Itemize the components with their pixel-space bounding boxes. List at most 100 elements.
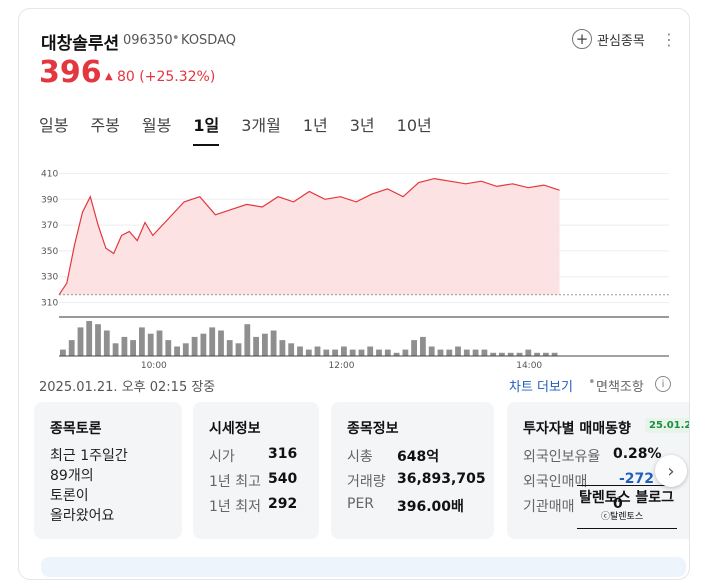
investor-title: 투자자별 매매동향 [523,421,631,437]
volume-bar [551,352,558,356]
stock-name[interactable]: 대창솔루션 [41,34,120,54]
volume-bar [244,324,251,356]
volume-bar [358,349,365,356]
stock-code: 096350 [123,33,173,48]
volume-bar [411,340,417,356]
investor-label: 외국인보유율 [523,449,601,465]
volume-bar [270,330,277,356]
info-label: PER [347,496,375,512]
intraday-price-chart[interactable]: 410 390 370 350 330 310 10:00 12:00 14:00 [19,149,689,369]
quote-value: 292 [268,496,298,512]
y-tick-label: 390 [41,195,58,205]
more-vertical-icon[interactable]: ⋮ [661,30,677,49]
volume-bar [209,327,216,356]
quote-title: 시세정보 [209,421,261,437]
investor-row-institution: 기관매매 0 [523,496,623,516]
watermark-copyright: ⓒ탈렌토스 [601,512,644,522]
market-name: KOSDAQ [181,33,236,48]
quote-value: 316 [268,446,298,462]
volume-bar [534,352,540,356]
discussion-text: 최근 1주일간 89개의 토론이 올라왔어요 [50,448,128,524]
disclaimer-link[interactable]: 면책조항 [596,380,644,395]
volume-bar [191,336,198,356]
discussion-title: 종목토론 [50,421,102,437]
tab-monthly[interactable]: 월봉 [141,116,172,135]
volume-bar [121,336,128,356]
info-label: 시총 [347,449,373,465]
volume-bar [349,349,356,356]
plus-icon: + [572,29,592,49]
volume-bar [305,349,312,356]
current-price: 396 [39,55,102,90]
volume-bar [507,352,514,356]
period-tabs: 일봉 주봉 월봉 1일 3개월 1년 3년 10년 [39,112,454,146]
investor-row-foreign-ratio: 외국인보유율 0.28% [523,446,662,466]
volume-bar [262,333,268,356]
volume-bar [463,349,470,356]
tab-3-months[interactable]: 3개월 [241,116,281,135]
watermark-line [577,485,677,486]
info-label: 거래량 [347,474,386,490]
investor-value: -272 [619,471,655,487]
discussion-panel[interactable]: 종목토론 최근 1주일간 89개의 토론이 올라왔어요 [34,402,182,539]
investor-trend-panel[interactable]: 투자자별 매매동향 25.01.20 외국인보유율 0.28% 외국인매매 -2… [507,402,689,539]
quote-panel[interactable]: 시세정보 시가 316 1년 최고 540 1년 최저 292 [193,402,319,539]
tab-daily[interactable]: 일봉 [39,116,69,135]
tab-10-years[interactable]: 10년 [396,116,432,135]
tab-1-day[interactable]: 1일 [193,112,219,146]
volume-bar [200,333,207,356]
tab-weekly[interactable]: 주봉 [90,116,120,135]
favorite-label: 관심종목 [597,33,645,49]
investor-label: 외국인매매 [523,474,588,490]
volume-bar [367,346,374,356]
y-tick-label: 310 [41,299,58,309]
link-separator: • [588,375,596,390]
info-value: 36,893,705 [397,471,486,487]
volume-bar [156,330,163,356]
quote-label: 시가 [209,449,235,465]
add-favorite-button[interactable]: + 관심종목 [572,29,645,49]
price-change: 80 (+25.32%) [117,69,216,85]
volume-bar [174,346,180,356]
y-tick-label: 370 [41,221,58,231]
chevron-right-icon: › [667,460,675,482]
info-row-cap: 시총 648억 [347,446,439,466]
volume-bar [437,349,444,356]
volume-bar [455,346,461,356]
tab-1-year[interactable]: 1년 [302,116,328,135]
volume-bar [472,349,479,356]
volume-bar [516,352,523,356]
volume-bar [384,349,391,356]
stock-info-panel[interactable]: 종목정보 시총 648억 거래량 36,893,705 PER 396.00배 [331,402,494,539]
volume-bar [420,336,426,356]
next-panel-button[interactable]: › [655,455,687,487]
up-arrow-icon: ▲ [105,71,113,82]
info-row-volume: 거래량 36,893,705 [347,471,486,491]
watermark-text: 탈렌토스 블로그 [579,490,675,506]
volume-bar [165,340,172,356]
quote-label: 1년 최저 [209,499,261,515]
volume-bar [490,352,497,356]
code-separator: • [172,31,180,46]
volume-bar [95,324,101,356]
volume-bar [139,327,145,356]
volume-bar [147,333,154,356]
info-row-per: PER 396.00배 [347,496,464,515]
volume-bar [235,343,242,356]
tab-3-years[interactable]: 3년 [349,116,375,135]
date-badge: 25.01.20 [645,418,689,433]
volume-bar [543,352,549,356]
bottom-banner [41,557,686,577]
volume-bar [314,346,321,356]
volume-bar [112,343,119,356]
investor-label: 기관매매 [523,499,575,515]
volume-bar [499,352,505,356]
volume-bar [60,349,66,356]
info-title: 종목정보 [347,421,399,437]
volume-bar [402,349,409,356]
quote-value: 540 [268,471,298,487]
info-icon[interactable]: i [655,376,671,392]
more-chart-link[interactable]: 차트 더보기 [509,380,573,395]
watermark-line [577,528,677,529]
volume-bar [297,346,303,356]
